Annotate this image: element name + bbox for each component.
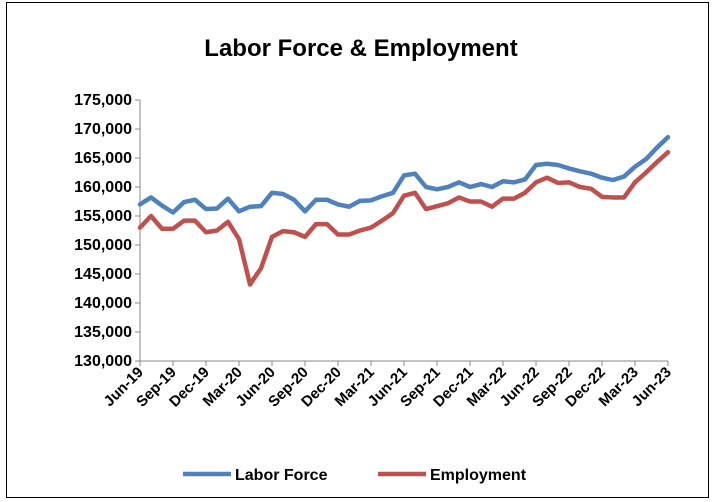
y-tick-label: 175,000: [74, 92, 132, 109]
y-axis: 130,000 135,000 140,000 145,000 150,000 155,0…: [74, 92, 141, 370]
series-line-employment: [137, 149, 671, 287]
chart-title: Labor Force & Employment: [204, 35, 517, 62]
y-tick-label: 165,000: [74, 150, 132, 167]
chart-frame: [6, 2, 709, 498]
y-tick-label: 160,000: [74, 179, 132, 196]
legend-label: Employment: [430, 467, 527, 484]
legend: Labor Force Employment: [183, 467, 527, 484]
y-tick-label: 150,000: [74, 237, 132, 254]
legend-label: Labor Force: [235, 467, 328, 484]
y-tick-label: 130,000: [74, 353, 132, 370]
series-group: [137, 134, 671, 287]
y-tick-label: 135,000: [74, 324, 132, 341]
y-tick-label: 170,000: [74, 121, 132, 138]
y-tick-label: 140,000: [74, 295, 132, 312]
y-tick-label: 155,000: [74, 208, 132, 225]
y-tick-label: 145,000: [74, 266, 132, 283]
x-axis: Jun-19Sep-19Dec-19Mar-20Jun-20Sep-20Dec-…: [101, 360, 675, 411]
series-line-labor-force: [137, 134, 671, 215]
